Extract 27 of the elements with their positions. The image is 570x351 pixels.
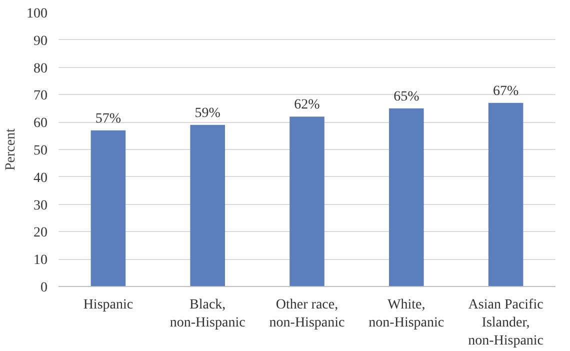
bar xyxy=(488,102,524,286)
y-tick-label: 70 xyxy=(34,88,48,104)
data-label: 59% xyxy=(194,106,221,121)
y-tick-label: 100 xyxy=(26,6,48,22)
data-label: 65% xyxy=(394,89,420,104)
y-tick-label: 80 xyxy=(34,61,48,76)
data-label: 62% xyxy=(294,98,320,113)
y-tick-label: 30 xyxy=(34,198,48,214)
y-tick-label: 90 xyxy=(34,34,48,49)
bar xyxy=(190,124,225,286)
y-tick-label: 20 xyxy=(34,226,48,241)
bar xyxy=(389,108,424,286)
y-tick-label: 0 xyxy=(40,280,48,296)
x-tick-label: Asian Pacific Islander, non-Hispanic xyxy=(468,298,544,348)
y-tick-label: 40 xyxy=(34,170,48,186)
y-tick-label: 50 xyxy=(34,144,48,158)
bar xyxy=(290,116,324,286)
x-tick-label: Other race, non-Hispanic xyxy=(269,298,345,330)
x-tick-label: Hispanic xyxy=(83,298,134,312)
bar xyxy=(90,130,126,286)
x-tick-label: White, non-Hispanic xyxy=(368,298,444,330)
data-label: 57% xyxy=(95,111,122,126)
x-tick-label: Black, non-Hispanic xyxy=(170,298,246,330)
y-tick-label: 60 xyxy=(34,116,48,132)
y-axis-title: Percent xyxy=(4,128,18,170)
data-label: 67% xyxy=(492,84,519,99)
y-tick-label: 10 xyxy=(34,253,48,268)
